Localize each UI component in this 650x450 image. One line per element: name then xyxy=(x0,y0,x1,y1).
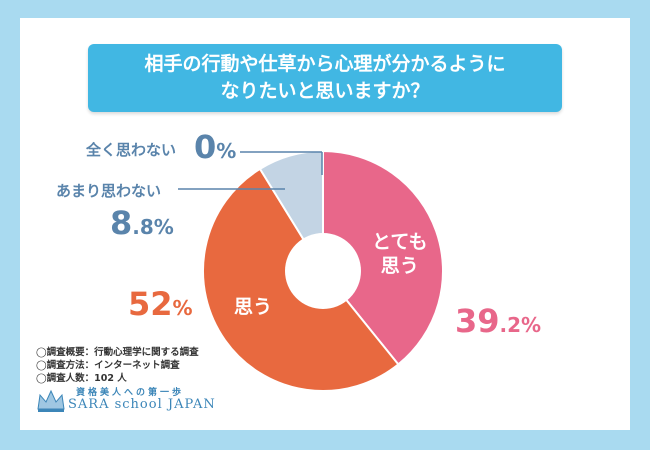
pct-dec: .8% xyxy=(132,215,174,239)
slice-very xyxy=(322,149,444,366)
donut-hole xyxy=(285,233,361,309)
survey-notes: ◯調査概要：行動心理学に関する調査 ◯調査方法：インターネット調査 ◯調査人数：… xyxy=(36,346,199,385)
note-method: ◯調査方法：インターネット調査 xyxy=(36,360,180,371)
pct-int: 0 xyxy=(194,128,217,166)
crown-icon xyxy=(37,389,65,412)
label-not-much-pct: 8.8% xyxy=(110,204,174,242)
label-very-text: とても 思う xyxy=(372,230,427,278)
pct-int: 8 xyxy=(110,204,133,242)
label-not-much-text: あまり思わない xyxy=(56,182,162,200)
pct-dec: % xyxy=(216,139,237,163)
pct-int: 52 xyxy=(128,285,173,323)
title-line-2: なりたいと思いますか？ xyxy=(220,80,430,102)
label-very-line-2: 思う xyxy=(380,255,419,277)
label-not-at-all-text: 全く思わない xyxy=(86,141,177,159)
label-think-pct: 52% xyxy=(128,285,193,323)
label-think-text: 思う xyxy=(234,296,273,318)
label-not-at-all-pct: 0% xyxy=(194,128,236,166)
logo-brand: SARA school JAPAN xyxy=(68,397,216,412)
title-line-1: 相手の行動や仕草から心理が分かるように xyxy=(144,53,506,75)
brand-logo: 資格美人への第一歩 SARA school JAPAN xyxy=(36,385,236,415)
note-count: ◯調査人数：102 人 xyxy=(36,373,127,384)
question-title: 相手の行動や仕草から心理が分かるように なりたいと思いますか？ xyxy=(88,44,562,112)
pct-dec: % xyxy=(172,296,193,320)
label-very-line-1: とても xyxy=(372,231,428,253)
logo-tagline: 資格美人への第一歩 xyxy=(76,388,185,398)
pct-int: 39 xyxy=(455,302,500,340)
pct-dec: .2% xyxy=(499,313,542,337)
label-very-pct: 39.2% xyxy=(455,302,541,340)
note-overview: ◯調査概要：行動心理学に関する調査 xyxy=(36,347,199,358)
